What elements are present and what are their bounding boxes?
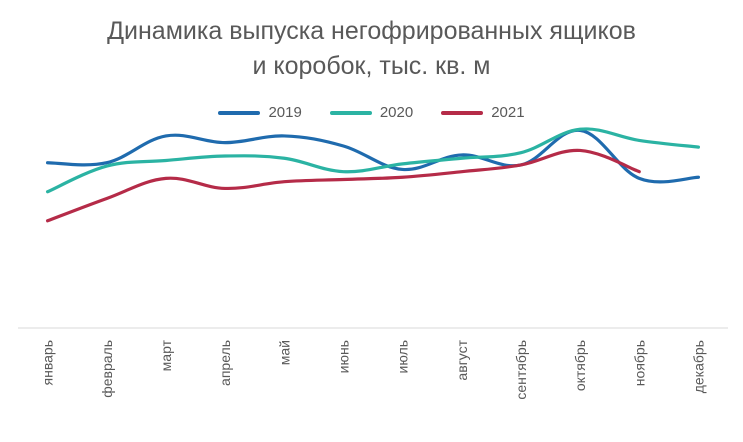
data-point-2019 [341,144,345,148]
x-tick-label: май [276,340,292,365]
data-point-2021 [637,170,641,174]
x-tick-label: январь [40,340,56,385]
data-point-2020 [519,151,523,155]
x-tick-label: июль [395,340,411,373]
x-tick-label: апрель [217,340,233,386]
data-point-2021 [282,180,286,184]
data-point-2019 [164,134,168,138]
legend-item-2019: 2019 [218,104,302,121]
legend-item-2020: 2020 [329,104,414,121]
chart-title: Динамика выпуска негофрированных ящиков … [0,14,743,84]
chart-legend: 2019 2020 2021 [0,104,743,121]
data-point-2019 [282,134,286,138]
data-point-2020 [46,190,50,194]
x-tick-label: сентябрь [513,340,529,400]
data-point-2020 [223,154,227,158]
data-point-2019 [637,176,641,180]
data-point-2021 [164,176,168,180]
series-line-2021 [45,148,641,223]
data-point-2020 [696,145,700,149]
data-point-2020 [164,159,168,163]
legend-label-2021: 2021 [491,104,525,121]
x-tick-label: февраль [99,340,115,398]
legend-label-2020: 2020 [379,104,414,121]
data-point-2020 [637,138,641,142]
data-point-2019 [46,161,50,165]
chart-title-line-2: и коробок, тыс. кв. м [252,52,491,80]
legend-swatch-2019 [218,110,261,115]
data-point-2020 [282,156,286,160]
data-point-2019 [696,175,700,179]
x-tick-label: октябрь [572,340,588,391]
legend-label-2019: 2019 [268,104,302,121]
legend-swatch-2021 [441,110,484,115]
series-line-2020 [45,127,701,194]
legend-swatch-2020 [329,110,372,115]
x-tick-label: август [454,339,470,380]
x-tick-label: ноябрь [631,340,647,386]
data-point-2021 [223,186,227,190]
legend-item-2021: 2021 [441,104,525,121]
data-point-2019 [223,141,227,145]
data-point-2019 [401,167,405,171]
data-point-2021 [46,219,50,223]
data-point-2020 [341,170,345,174]
chart-title-line-1: Динамика выпуска негофрированных ящиков [107,17,636,45]
x-tick-label: март [158,339,174,371]
x-tick-label: июнь [335,340,351,373]
data-point-2020 [401,162,405,166]
data-point-2021 [401,175,405,179]
data-point-2021 [105,196,109,200]
x-tick-label: декабрь [690,340,706,393]
data-point-2020 [105,164,109,168]
data-point-2021 [578,148,582,152]
data-point-2021 [341,177,345,181]
data-point-2021 [519,163,523,167]
data-point-2020 [460,156,464,160]
data-point-2020 [578,127,582,131]
data-point-2021 [460,170,464,174]
